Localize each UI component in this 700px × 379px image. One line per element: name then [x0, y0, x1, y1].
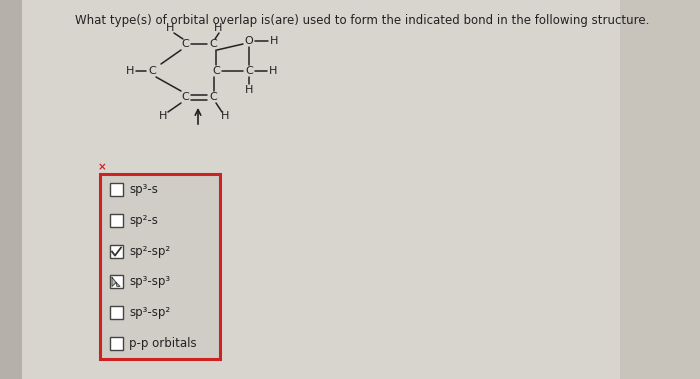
Text: C: C — [212, 66, 220, 76]
Text: C: C — [181, 39, 189, 49]
Bar — [0, 0, 22, 379]
Text: ×: × — [98, 162, 106, 172]
Polygon shape — [112, 277, 120, 287]
FancyBboxPatch shape — [100, 174, 220, 359]
Text: sp²-s: sp²-s — [129, 214, 158, 227]
Text: sp²-sp²: sp²-sp² — [129, 244, 170, 258]
Text: H: H — [159, 111, 167, 121]
Bar — [620, 0, 700, 379]
Text: C: C — [209, 39, 217, 49]
Text: C: C — [209, 92, 217, 102]
Bar — [110, 244, 123, 258]
Text: H: H — [269, 66, 277, 76]
Text: sp³-sp³: sp³-sp³ — [129, 276, 170, 288]
Bar — [110, 276, 123, 288]
Text: O: O — [244, 36, 253, 46]
Text: H: H — [166, 23, 174, 33]
Bar — [110, 183, 123, 196]
Text: sp³-sp²: sp³-sp² — [129, 306, 170, 319]
Text: C: C — [181, 92, 189, 102]
Text: C: C — [148, 66, 156, 76]
Text: H: H — [245, 85, 253, 95]
Bar — [110, 214, 123, 227]
Bar — [110, 306, 123, 319]
Text: H: H — [214, 23, 222, 33]
Text: C: C — [245, 66, 253, 76]
Text: What type(s) of orbital overlap is(are) used to form the indicated bond in the f: What type(s) of orbital overlap is(are) … — [75, 14, 650, 27]
Text: p-p orbitals: p-p orbitals — [129, 337, 197, 350]
Text: sp³-s: sp³-s — [129, 183, 158, 196]
Text: H: H — [126, 66, 134, 76]
Text: H: H — [270, 36, 278, 46]
Text: H: H — [220, 111, 229, 121]
Bar — [110, 337, 123, 350]
